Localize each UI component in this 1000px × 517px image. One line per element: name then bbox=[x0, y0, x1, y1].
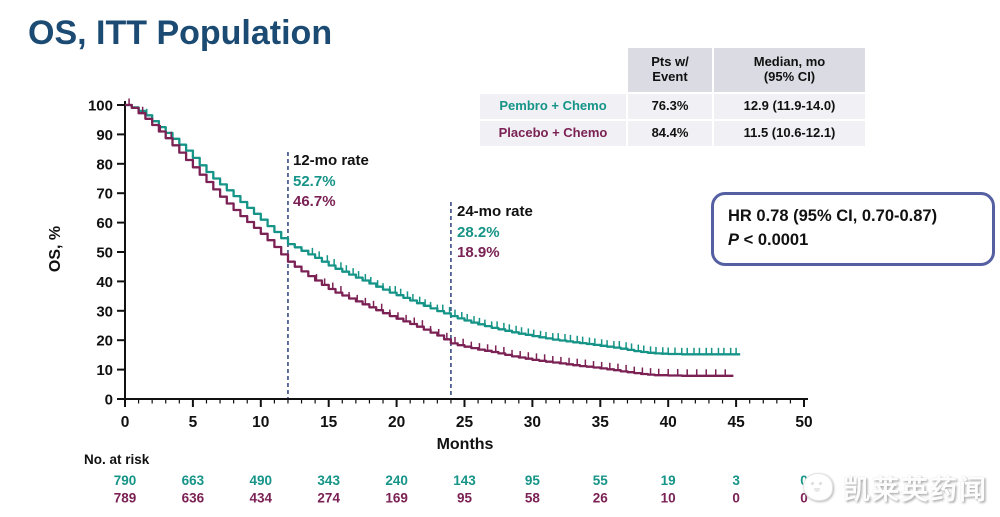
at-risk-value: 26 bbox=[593, 491, 609, 506]
at-risk-value: 143 bbox=[453, 473, 476, 488]
at-risk-value: 10 bbox=[661, 491, 676, 506]
at-risk-value: 0 bbox=[800, 491, 808, 506]
y-tick-label: 100 bbox=[88, 98, 113, 115]
hazard-ratio-line: HR 0.78 (95% CI, 0.70-0.87) bbox=[728, 207, 938, 225]
at-risk-value: 3 bbox=[732, 473, 740, 488]
summary-table-header-pts: Pts w/ Event bbox=[628, 48, 712, 92]
at-risk-value: 95 bbox=[525, 473, 541, 488]
summary-row-median-placebo: 11.5 (10.6-12.1) bbox=[714, 121, 865, 146]
at-risk-value: 274 bbox=[317, 491, 340, 506]
y-tick-label: 60 bbox=[96, 215, 113, 232]
watermark-text: 凯莱英药闻 bbox=[843, 475, 988, 505]
kailaiying-logo-icon bbox=[803, 472, 835, 503]
x-tick-label: 30 bbox=[524, 414, 541, 431]
at-risk-value: 240 bbox=[385, 473, 408, 488]
at-risk-value: 663 bbox=[182, 473, 205, 488]
km-curve-placebo bbox=[125, 103, 734, 377]
summary-row-pts-placebo: 84.4% bbox=[628, 121, 712, 146]
at-risk-values: 790 663 490 343 240 143 95 55 19 3 0 789 636 434 274 16… bbox=[114, 473, 808, 506]
watermark: 凯莱英药闻 bbox=[803, 468, 988, 507]
x-tick-label: 10 bbox=[252, 414, 269, 431]
summary-table-header-median: Median, mo (95% CI) bbox=[714, 48, 865, 92]
p-value-line: P < 0.0001 bbox=[728, 229, 978, 253]
x-tick-label: 20 bbox=[388, 414, 405, 431]
x-tick-label: 50 bbox=[795, 414, 812, 431]
x-tick-label: 45 bbox=[727, 414, 745, 431]
rate-annotation-12mo: 12-mo rate 52.7% 46.7% bbox=[293, 151, 369, 213]
y-tick-label: 10 bbox=[96, 362, 113, 379]
rate-12mo-placebo-value: 46.7% bbox=[293, 193, 336, 211]
at-risk-label: No. at risk bbox=[84, 452, 150, 467]
x-tick-label: 0 bbox=[121, 414, 130, 431]
y-tick-label: 30 bbox=[96, 303, 113, 320]
x-tick-label: 40 bbox=[660, 414, 677, 431]
summary-row-label-placebo: Placebo + Chemo bbox=[480, 121, 626, 146]
page-title: OS, ITT Population bbox=[28, 14, 333, 52]
at-risk-value: 55 bbox=[593, 473, 609, 488]
summary-row-median-pembro: 12.9 (11.9-14.0) bbox=[714, 94, 865, 119]
at-risk-value: 490 bbox=[250, 473, 273, 488]
summary-row-label-pembro: Pembro + Chemo bbox=[480, 94, 626, 119]
censor-marks-pembro bbox=[145, 108, 737, 355]
y-tick-label: 20 bbox=[96, 333, 113, 350]
at-risk-value: 636 bbox=[182, 491, 205, 506]
y-tick-label: 0 bbox=[105, 392, 113, 409]
y-tick-label: 90 bbox=[96, 127, 113, 144]
y-tick-label: 70 bbox=[96, 186, 113, 203]
at-risk-value: 58 bbox=[525, 491, 541, 506]
censor-marks-placebo bbox=[128, 98, 726, 377]
x-axis-label: Months bbox=[436, 436, 494, 453]
x-tick-label: 25 bbox=[456, 414, 474, 431]
x-tick-label: 15 bbox=[320, 414, 338, 431]
p-value-text: < 0.0001 bbox=[739, 230, 809, 249]
y-tick-label: 80 bbox=[96, 156, 113, 173]
at-risk-value: 789 bbox=[114, 491, 137, 506]
rate-12mo-pembro-value: 52.7% bbox=[293, 172, 336, 190]
rate-24mo-placebo-value: 18.9% bbox=[457, 244, 500, 262]
at-risk-value: 434 bbox=[250, 491, 273, 506]
at-risk-value: 95 bbox=[457, 491, 473, 506]
y-tick-label: 40 bbox=[96, 274, 113, 291]
y-axis-label: OS, % bbox=[47, 225, 64, 273]
at-risk-value: 0 bbox=[732, 491, 740, 506]
summary-table: Pts w/ Event Median, mo (95% CI) Pembro … bbox=[480, 48, 865, 146]
rate-24mo-pembro-value: 28.2% bbox=[457, 223, 500, 241]
p-value-symbol: P bbox=[728, 230, 740, 249]
x-tick-label: 5 bbox=[189, 414, 198, 431]
at-risk-value: 169 bbox=[385, 491, 408, 506]
rate-annotation-24mo: 24-mo rate 28.2% 18.9% bbox=[457, 202, 533, 264]
rate-24mo-title: 24-mo rate bbox=[457, 203, 533, 220]
at-risk-value: 19 bbox=[661, 473, 676, 488]
km-curve-pembro bbox=[125, 103, 741, 356]
at-risk-value: 343 bbox=[317, 473, 340, 488]
summary-row-pts-pembro: 76.3% bbox=[628, 94, 712, 119]
y-tick-label: 50 bbox=[96, 245, 113, 262]
at-risk-value: 790 bbox=[114, 473, 137, 488]
hazard-ratio-box: HR 0.78 (95% CI, 0.70-0.87) P < 0.0001 bbox=[711, 192, 995, 266]
x-tick-label: 35 bbox=[592, 414, 610, 431]
axes bbox=[117, 101, 808, 407]
rate-12mo-title: 12-mo rate bbox=[293, 152, 369, 169]
